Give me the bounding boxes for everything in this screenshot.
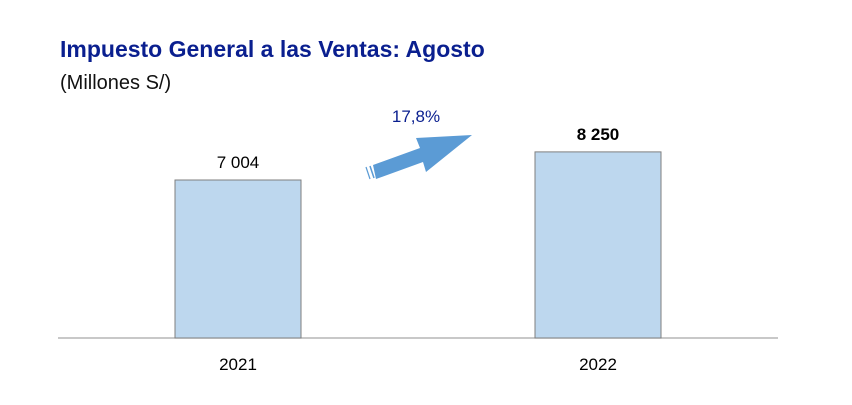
bar-2022 xyxy=(534,151,662,339)
value-label-2021: 7 004 xyxy=(217,153,260,172)
bar-2021 xyxy=(174,179,302,339)
category-label-2022: 2022 xyxy=(579,355,617,374)
growth-percentage-label: 17,8% xyxy=(392,107,440,126)
bars-group: 7 004 2021 8 250 2022 xyxy=(174,125,662,374)
category-label-2021: 2021 xyxy=(219,355,257,374)
chart-subtitle: (Millones S/) xyxy=(60,72,172,94)
value-label-2022: 8 250 xyxy=(577,125,620,144)
chart-title: Impuesto General a las Ventas: Agosto xyxy=(60,36,485,62)
growth-arrow-icon xyxy=(365,135,472,180)
